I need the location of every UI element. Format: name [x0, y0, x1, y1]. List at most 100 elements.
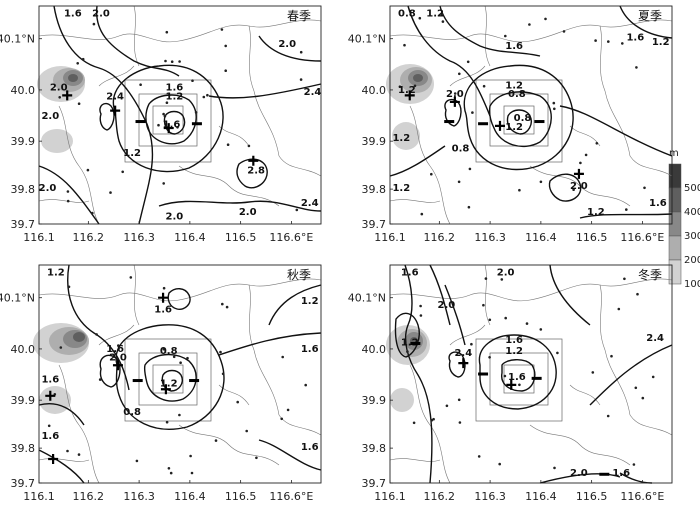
- low-center-marker: [478, 122, 489, 126]
- contour-label: 2.0: [278, 39, 296, 50]
- x-tick-label: 116.3: [474, 490, 506, 503]
- contour-line: [99, 354, 121, 388]
- y-tick-label: 39.7: [11, 218, 36, 231]
- contour-label: 1.6: [401, 268, 419, 279]
- station-dot: [98, 378, 102, 381]
- contour-label: 2.4: [304, 87, 322, 98]
- y-tick-label: 39.9: [11, 135, 36, 148]
- station-dot: [457, 398, 461, 402]
- contour-line: [501, 359, 536, 392]
- season-title: 秋季: [287, 268, 311, 282]
- station-dot: [556, 351, 559, 355]
- station-dot: [419, 304, 422, 308]
- x-tick-label: 116.6°E: [269, 231, 313, 244]
- map-panel-3: 秋季1.21.21.61.61.62.00.81.21.60.81.61.611…: [0, 264, 322, 503]
- y-tick-label: 40.0: [11, 343, 36, 356]
- station-dot: [482, 84, 486, 88]
- district-boundary: [484, 264, 491, 326]
- station-dot: [77, 102, 81, 105]
- contour-line: [404, 264, 433, 484]
- station-dot: [562, 30, 566, 33]
- station-dot: [482, 303, 485, 307]
- contour-line: [208, 83, 322, 99]
- contour-line: [99, 102, 115, 131]
- station-dot: [165, 420, 169, 424]
- district-boundary: [133, 264, 140, 326]
- station-dot: [167, 467, 171, 470]
- district-boundary: [218, 125, 250, 147]
- station-dot: [471, 111, 474, 114]
- ring-road: [138, 93, 198, 147]
- x-tick-label: 116.3: [474, 231, 506, 244]
- station-dot: [572, 188, 575, 191]
- station-dot: [245, 429, 248, 433]
- station-dot: [225, 305, 229, 309]
- ring-road: [152, 364, 184, 394]
- low-center-marker: [534, 120, 545, 124]
- ring-road: [489, 352, 549, 406]
- station-dot: [458, 72, 461, 76]
- contour-label: 1.6: [64, 9, 82, 20]
- station-dot: [206, 93, 209, 97]
- contour-line: [67, 264, 130, 391]
- contour-label: 2.0: [497, 268, 515, 279]
- contour-label: 1.2: [505, 346, 523, 357]
- station-dot: [634, 386, 638, 390]
- ring-road: [475, 338, 563, 422]
- station-dot: [162, 286, 166, 290]
- contour-line: [506, 109, 532, 135]
- ring-road: [124, 338, 212, 422]
- x-tick-label: 116.2: [424, 231, 456, 244]
- low-center-marker: [135, 120, 146, 124]
- district-boundary: [278, 155, 322, 177]
- station-dot: [518, 188, 521, 192]
- contour-line: [158, 200, 322, 212]
- contour-label: 1.2: [398, 85, 416, 96]
- high-center-marker: [160, 384, 171, 395]
- low-center-marker: [599, 472, 610, 476]
- station-dot: [214, 439, 218, 442]
- district-boundary: [98, 324, 135, 346]
- terrain-shade: [73, 332, 85, 342]
- high-center-marker: [449, 96, 460, 107]
- legend-swatch-100: [668, 259, 682, 285]
- station-dot: [157, 123, 160, 127]
- district-boundary: [278, 414, 322, 436]
- station-dot: [504, 34, 507, 38]
- high-center-marker: [494, 120, 505, 131]
- contour-label: 2.0: [166, 211, 184, 222]
- contour-label: 1.6: [166, 83, 184, 94]
- contour-label: 1.6: [649, 198, 667, 209]
- station-dot: [441, 20, 445, 23]
- station-dot: [457, 180, 461, 184]
- contour-label: 2.0: [438, 300, 456, 311]
- legend-level-400: 400: [684, 207, 700, 218]
- station-dot: [504, 316, 507, 320]
- terrain-shade: [390, 388, 414, 412]
- district-boundary: [389, 199, 441, 203]
- contour-line: [448, 351, 466, 378]
- district-boundary: [58, 105, 100, 225]
- season-title: 夏季: [638, 9, 662, 23]
- district-boundary: [529, 424, 631, 466]
- station-dot: [430, 172, 433, 176]
- high-center-marker: [112, 360, 123, 371]
- x-tick-label: 116.6°E: [269, 490, 313, 503]
- contour-label: 2.0: [41, 111, 59, 122]
- contour-label: 1.6: [41, 374, 59, 385]
- station-dot: [470, 342, 473, 346]
- ring-road: [124, 79, 212, 163]
- contour-label: 0.8: [508, 89, 526, 100]
- x-tick-label: 116.5: [225, 490, 257, 503]
- station-dot: [176, 126, 179, 129]
- terrain-shade: [413, 74, 423, 82]
- map-frame: [38, 264, 322, 484]
- contour-line: [38, 449, 85, 484]
- station-dot: [584, 153, 588, 157]
- station-dot: [539, 180, 543, 184]
- contour-label: 2.0: [39, 183, 57, 194]
- contour-line: [478, 334, 557, 410]
- contour-label: 1.6: [301, 344, 319, 355]
- station-dot: [191, 79, 194, 82]
